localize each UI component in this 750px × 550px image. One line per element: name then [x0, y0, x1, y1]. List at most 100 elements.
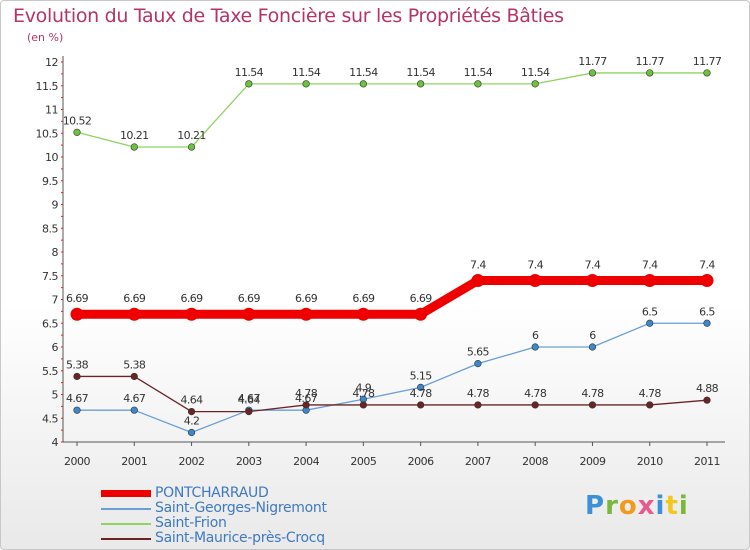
data-point-saint-maurice-pres-crocq	[703, 396, 711, 404]
data-label-saint-frion: 11.54	[292, 66, 321, 79]
logo-letter: i	[678, 491, 689, 521]
y-tick-label: 6.5	[42, 317, 58, 330]
y-tick-label: 6	[52, 341, 59, 354]
data-label-saint-georges-nigremont: 6.5	[642, 305, 658, 318]
logo-letter: t	[665, 491, 679, 521]
data-point-saint-frion	[73, 128, 81, 136]
legend-swatch-saint-frion	[101, 523, 151, 525]
data-label-pontcharraud: 6.69	[352, 292, 375, 305]
y-tick-label: 8	[52, 246, 59, 259]
data-point-saint-maurice-pres-crocq	[302, 401, 310, 409]
y-tick-label: 4.5	[42, 412, 58, 425]
data-label-pontcharraud: 6.69	[180, 292, 203, 305]
data-point-saint-georges-nigremont	[73, 406, 81, 414]
data-point-pontcharraud	[299, 307, 313, 321]
data-label-pontcharraud: 6.69	[238, 292, 261, 305]
data-point-saint-georges-nigremont	[187, 428, 196, 437]
y-tick-label: 10.5	[36, 127, 59, 140]
data-label-saint-frion: 11.54	[349, 66, 378, 79]
data-label-saint-georges-nigremont: 4.2	[184, 415, 200, 428]
legend-swatch-pontcharraud	[101, 490, 151, 497]
data-point-saint-maurice-pres-crocq	[359, 401, 367, 409]
data-point-saint-maurice-pres-crocq	[531, 401, 539, 409]
logo-letter: r	[605, 491, 619, 521]
data-label-saint-maurice-pres-crocq: 4.64	[238, 394, 261, 407]
data-label-saint-maurice-pres-crocq: 4.78	[352, 387, 375, 400]
data-point-pontcharraud	[185, 307, 199, 321]
x-tick-label: 2004	[293, 455, 319, 468]
data-point-saint-frion	[474, 80, 482, 88]
x-tick-label: 2009	[579, 455, 605, 468]
legend-label-saint-frion: Saint-Frion	[155, 515, 227, 531]
y-tick-label: 7	[52, 294, 59, 307]
data-label-saint-georges-nigremont: 5.65	[467, 346, 490, 359]
data-label-saint-georges-nigremont: 4.67	[238, 392, 261, 405]
y-tick-label: 7.5	[42, 270, 58, 283]
data-label-saint-maurice-pres-crocq: 4.78	[581, 387, 604, 400]
data-label-saint-georges-nigremont: 6	[532, 329, 539, 342]
data-point-saint-frion	[646, 69, 654, 77]
x-tick-label: 2003	[236, 455, 262, 468]
data-label-saint-maurice-pres-crocq: 4.78	[524, 387, 547, 400]
data-label-saint-frion: 11.77	[578, 55, 607, 68]
data-point-saint-maurice-pres-crocq	[73, 372, 81, 381]
data-point-saint-frion	[703, 69, 711, 77]
legend-label-pontcharraud: PONTCHARRAUD	[155, 485, 269, 501]
data-point-saint-georges-nigremont	[474, 360, 482, 368]
data-label-saint-georges-nigremont: 4.9	[356, 381, 372, 394]
data-point-saint-maurice-pres-crocq	[130, 372, 138, 381]
proxiti-logo: Proxiti	[585, 491, 689, 521]
x-tick-label: 2002	[179, 455, 205, 468]
y-tick-label: 9	[52, 199, 59, 212]
legend-label-saint-georges-nigremont: Saint-Georges-Nigremont	[155, 500, 327, 516]
data-label-saint-georges-nigremont: 6.5	[699, 305, 715, 318]
data-label-saint-georges-nigremont: 4.67	[123, 392, 146, 405]
x-tick-label: 2008	[522, 455, 548, 468]
data-point-pontcharraud	[585, 274, 599, 287]
data-point-pontcharraud	[414, 307, 428, 321]
y-tick-label: 5.5	[42, 365, 58, 378]
data-point-saint-maurice-pres-crocq	[474, 401, 482, 409]
data-label-saint-georges-nigremont: 4.67	[295, 392, 318, 405]
data-point-saint-frion	[359, 80, 367, 88]
data-point-saint-maurice-pres-crocq	[646, 401, 654, 409]
data-label-saint-maurice-pres-crocq: 4.78	[295, 387, 318, 400]
data-label-saint-maurice-pres-crocq: 5.38	[66, 358, 89, 371]
logo-letter: P	[585, 491, 606, 521]
data-label-saint-frion: 11.54	[464, 66, 493, 79]
series-line-saint-frion	[76, 72, 708, 148]
data-label-saint-frion: 11.54	[521, 66, 550, 79]
data-point-pontcharraud	[70, 307, 84, 321]
data-point-saint-frion	[417, 80, 425, 88]
data-point-saint-frion	[588, 69, 597, 77]
legend-item-pontcharraud: PONTCHARRAUD	[101, 485, 421, 501]
data-label-pontcharraud: 7.4	[585, 259, 601, 272]
series-line-saint-maurice-pres-crocq	[76, 375, 708, 413]
logo-letter: x	[637, 491, 656, 521]
data-point-saint-frion	[245, 80, 253, 88]
legend-item-saint-maurice-pres-crocq: Saint-Maurice-près-Crocq	[101, 530, 421, 546]
legend-item-saint-frion: Saint-Frion	[101, 515, 421, 531]
data-point-pontcharraud	[528, 274, 542, 287]
data-label-pontcharraud: 7.4	[527, 259, 543, 272]
data-point-saint-georges-nigremont	[646, 319, 654, 327]
data-label-saint-maurice-pres-crocq: 4.88	[696, 382, 719, 395]
data-point-pontcharraud	[127, 307, 141, 321]
chart-title: Evolution du Taux de Taxe Foncière sur l…	[13, 5, 564, 27]
data-label-saint-maurice-pres-crocq: 4.64	[180, 394, 203, 407]
legend-swatch-saint-georges-nigremont	[101, 508, 151, 510]
data-point-saint-frion	[187, 143, 196, 151]
series-line-pontcharraud	[72, 276, 712, 319]
data-label-saint-frion: 10.21	[120, 129, 149, 142]
y-axis-unit-label: (en %)	[27, 31, 64, 44]
data-point-saint-georges-nigremont	[417, 383, 425, 391]
data-label-saint-frion: 11.54	[406, 66, 435, 79]
data-label-saint-maurice-pres-crocq: 5.38	[123, 358, 146, 371]
data-point-saint-maurice-pres-crocq	[588, 401, 597, 409]
data-label-pontcharraud: 7.4	[470, 259, 486, 272]
y-tick-label: 12	[45, 56, 58, 69]
data-point-saint-georges-nigremont	[588, 343, 597, 351]
data-label-pontcharraud: 7.4	[642, 259, 658, 272]
